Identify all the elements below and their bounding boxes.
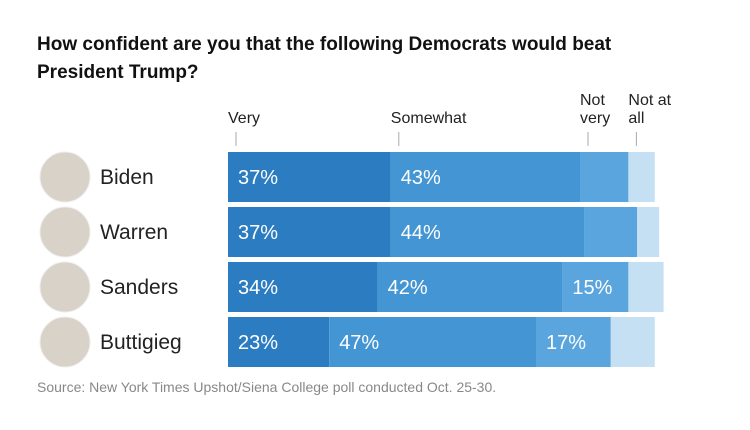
value-label: 42% (388, 277, 428, 299)
bar-segment (228, 317, 330, 367)
bar-segment (377, 262, 563, 312)
candidate-photo (39, 151, 91, 203)
legend-label: Not very (580, 92, 611, 127)
candidate-photo (39, 316, 91, 368)
bar-segment (562, 262, 629, 312)
chart-title: How confident are you that the following… (37, 34, 612, 83)
bar-segment (228, 207, 391, 257)
bar-segment (610, 317, 655, 367)
value-label: 37% (238, 222, 278, 244)
bar-segment (228, 262, 378, 312)
candidate-photo (39, 206, 91, 258)
category-label: Buttigieg (100, 331, 182, 354)
bar-segment (390, 152, 580, 202)
bar-segment (329, 317, 536, 367)
candidate-photo (39, 261, 91, 313)
value-label: 43% (401, 167, 441, 189)
value-label: 37% (238, 167, 278, 189)
legend-label: Not at all (628, 92, 672, 127)
value-label: 23% (238, 332, 278, 354)
category-label: Sanders (100, 276, 178, 299)
bar-segment (628, 262, 664, 312)
source-note: Source: New York Times Upshot/Siena Coll… (37, 379, 497, 395)
bar-segment (628, 152, 655, 202)
bar-segment (637, 207, 660, 257)
value-label: 44% (401, 222, 441, 244)
legend-label: Very (228, 110, 261, 127)
value-label: 15% (572, 277, 612, 299)
category-label: Biden (100, 166, 154, 189)
bar-segment (536, 317, 611, 367)
value-label: 34% (238, 277, 278, 299)
bar-segment (580, 152, 629, 202)
bar-segment (390, 207, 585, 257)
bar-segment (228, 152, 391, 202)
value-label: 47% (339, 332, 379, 354)
category-label: Warren (100, 221, 168, 244)
value-label: 17% (546, 332, 586, 354)
bar-segment (584, 207, 638, 257)
legend-label: Somewhat (390, 110, 467, 127)
